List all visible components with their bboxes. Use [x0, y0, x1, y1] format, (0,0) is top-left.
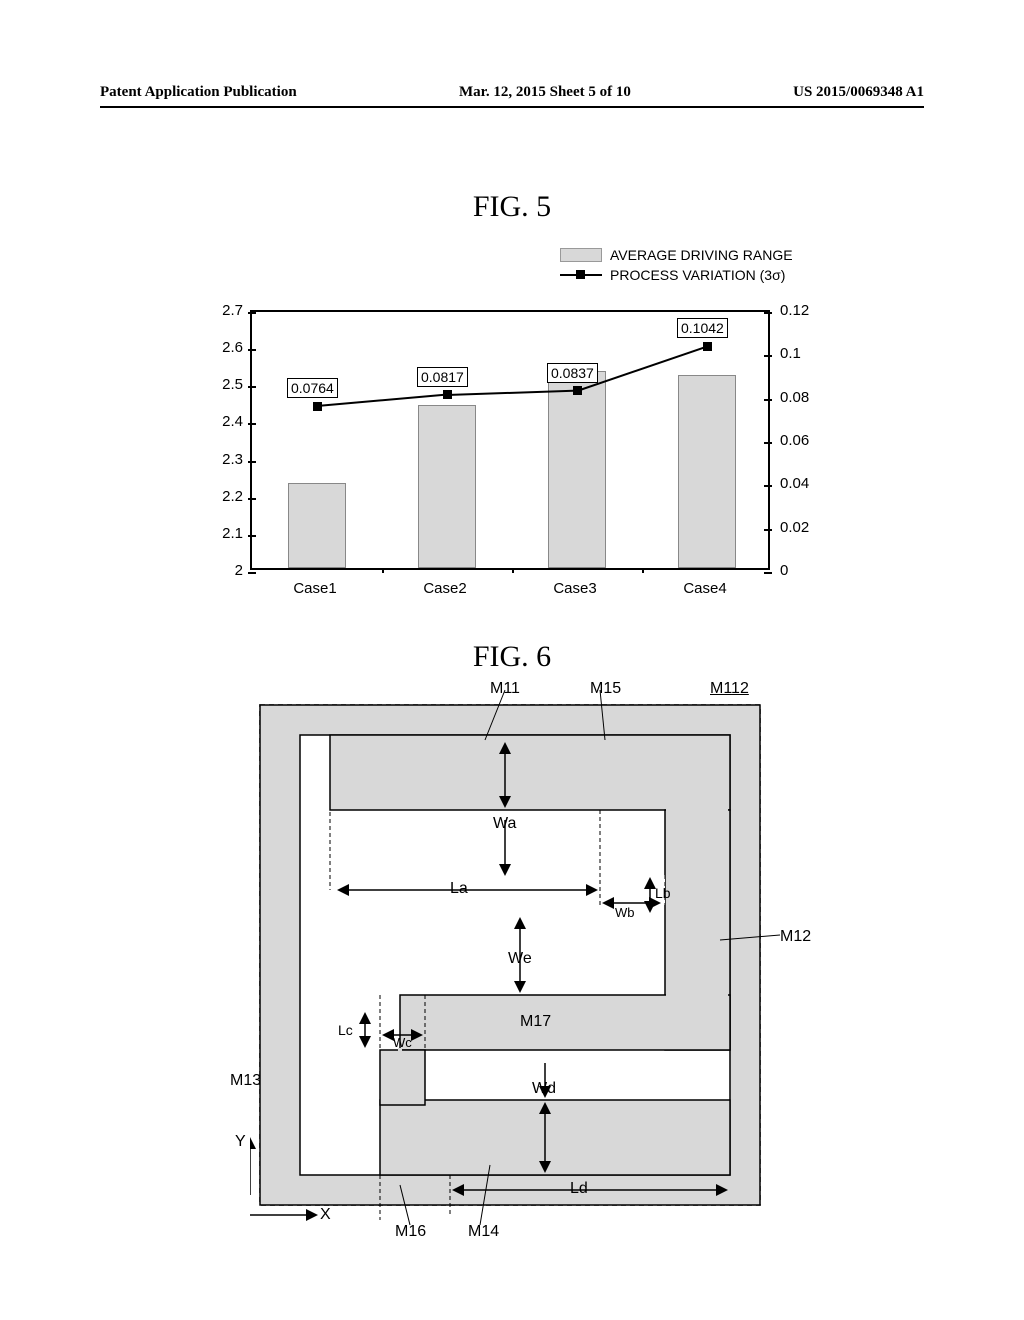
point-label: 0.0764 [287, 378, 338, 398]
legend-swatch-line [560, 268, 602, 282]
bar [418, 405, 477, 568]
x-tick-label: Case3 [535, 580, 615, 597]
label-M16: M16 [395, 1223, 426, 1241]
fig5-chart: 0.0764 0.0817 0.0837 0.1042 2 2.1 2.2 2.3 2.4 2.… [200, 300, 820, 610]
label-Wb: Wb [615, 905, 635, 920]
y-right-tick-label: 0.08 [780, 389, 830, 406]
label-Wd: Wd [532, 1080, 556, 1098]
label-M17: M17 [520, 1013, 551, 1031]
y-right-tick-label: 0.02 [780, 519, 830, 536]
label-M13: M13 [230, 1072, 261, 1090]
y-right-tick-label: 0.12 [780, 302, 830, 319]
y-right-tick-label: 0 [780, 562, 830, 579]
x-tick-label: Case2 [405, 580, 485, 597]
legend-row-line: PROCESS VARIATION (3σ) [560, 267, 793, 283]
fig6-title: FIG. 6 [0, 640, 1024, 674]
label-M11: M11 [490, 680, 520, 698]
label-Wc: Wc [393, 1035, 412, 1050]
point-label: 0.0837 [547, 363, 598, 383]
point-label: 0.1042 [677, 318, 728, 338]
label-Lc: Lc [338, 1022, 353, 1038]
chart-legend: AVERAGE DRIVING RANGE PROCESS VARIATION … [560, 247, 793, 287]
header-left: Patent Application Publication [100, 84, 297, 101]
header-center: Mar. 12, 2015 Sheet 5 of 10 [459, 84, 631, 101]
legend-swatch-bar [560, 248, 602, 262]
header-rule [100, 106, 924, 108]
label-M112: M112 [710, 680, 749, 698]
label-Wa: Wa [493, 815, 516, 833]
x-tick-label: Case4 [665, 580, 745, 597]
y-left-tick-label: 2.2 [203, 488, 243, 505]
label-Ld: Ld [570, 1180, 588, 1198]
label-Lb: Lb [655, 885, 671, 901]
label-M12: M12 [780, 928, 811, 946]
label-We: We [508, 950, 532, 968]
label-Y: Y [235, 1133, 246, 1151]
y-right-tick-label: 0.06 [780, 432, 830, 449]
y-right-tick-label: 0.04 [780, 475, 830, 492]
y-left-tick-label: 2 [203, 562, 243, 579]
y-right-tick-label: 0.1 [780, 345, 830, 362]
fig5-title: FIG. 5 [0, 190, 1024, 224]
label-M15: M15 [590, 680, 621, 698]
plot-area: 0.0764 0.0817 0.0837 0.1042 [250, 310, 770, 570]
y-left-tick-label: 2.7 [203, 302, 243, 319]
fig6-diagram: M11 M15 M112 M12 M13 M14 M16 M17 Wa La W… [250, 685, 810, 1245]
x-tick-label: Case1 [275, 580, 355, 597]
bar [678, 375, 737, 568]
bar [288, 483, 347, 568]
header-right: US 2015/0069348 A1 [793, 84, 924, 101]
legend-row-bar: AVERAGE DRIVING RANGE [560, 247, 793, 263]
page-header: Patent Application Publication Mar. 12, … [0, 84, 1024, 101]
label-X: X [320, 1206, 331, 1224]
label-M14: M14 [468, 1223, 499, 1241]
y-left-tick-label: 2.1 [203, 525, 243, 542]
legend-label-line: PROCESS VARIATION (3σ) [610, 267, 785, 283]
y-left-tick-label: 2.5 [203, 376, 243, 393]
legend-label-bar: AVERAGE DRIVING RANGE [610, 247, 793, 263]
y-left-tick-label: 2.6 [203, 339, 243, 356]
point-label: 0.0817 [417, 367, 468, 387]
y-left-tick-label: 2.3 [203, 451, 243, 468]
y-left-tick-label: 2.4 [203, 413, 243, 430]
bar [548, 371, 607, 568]
label-La: La [450, 880, 468, 898]
